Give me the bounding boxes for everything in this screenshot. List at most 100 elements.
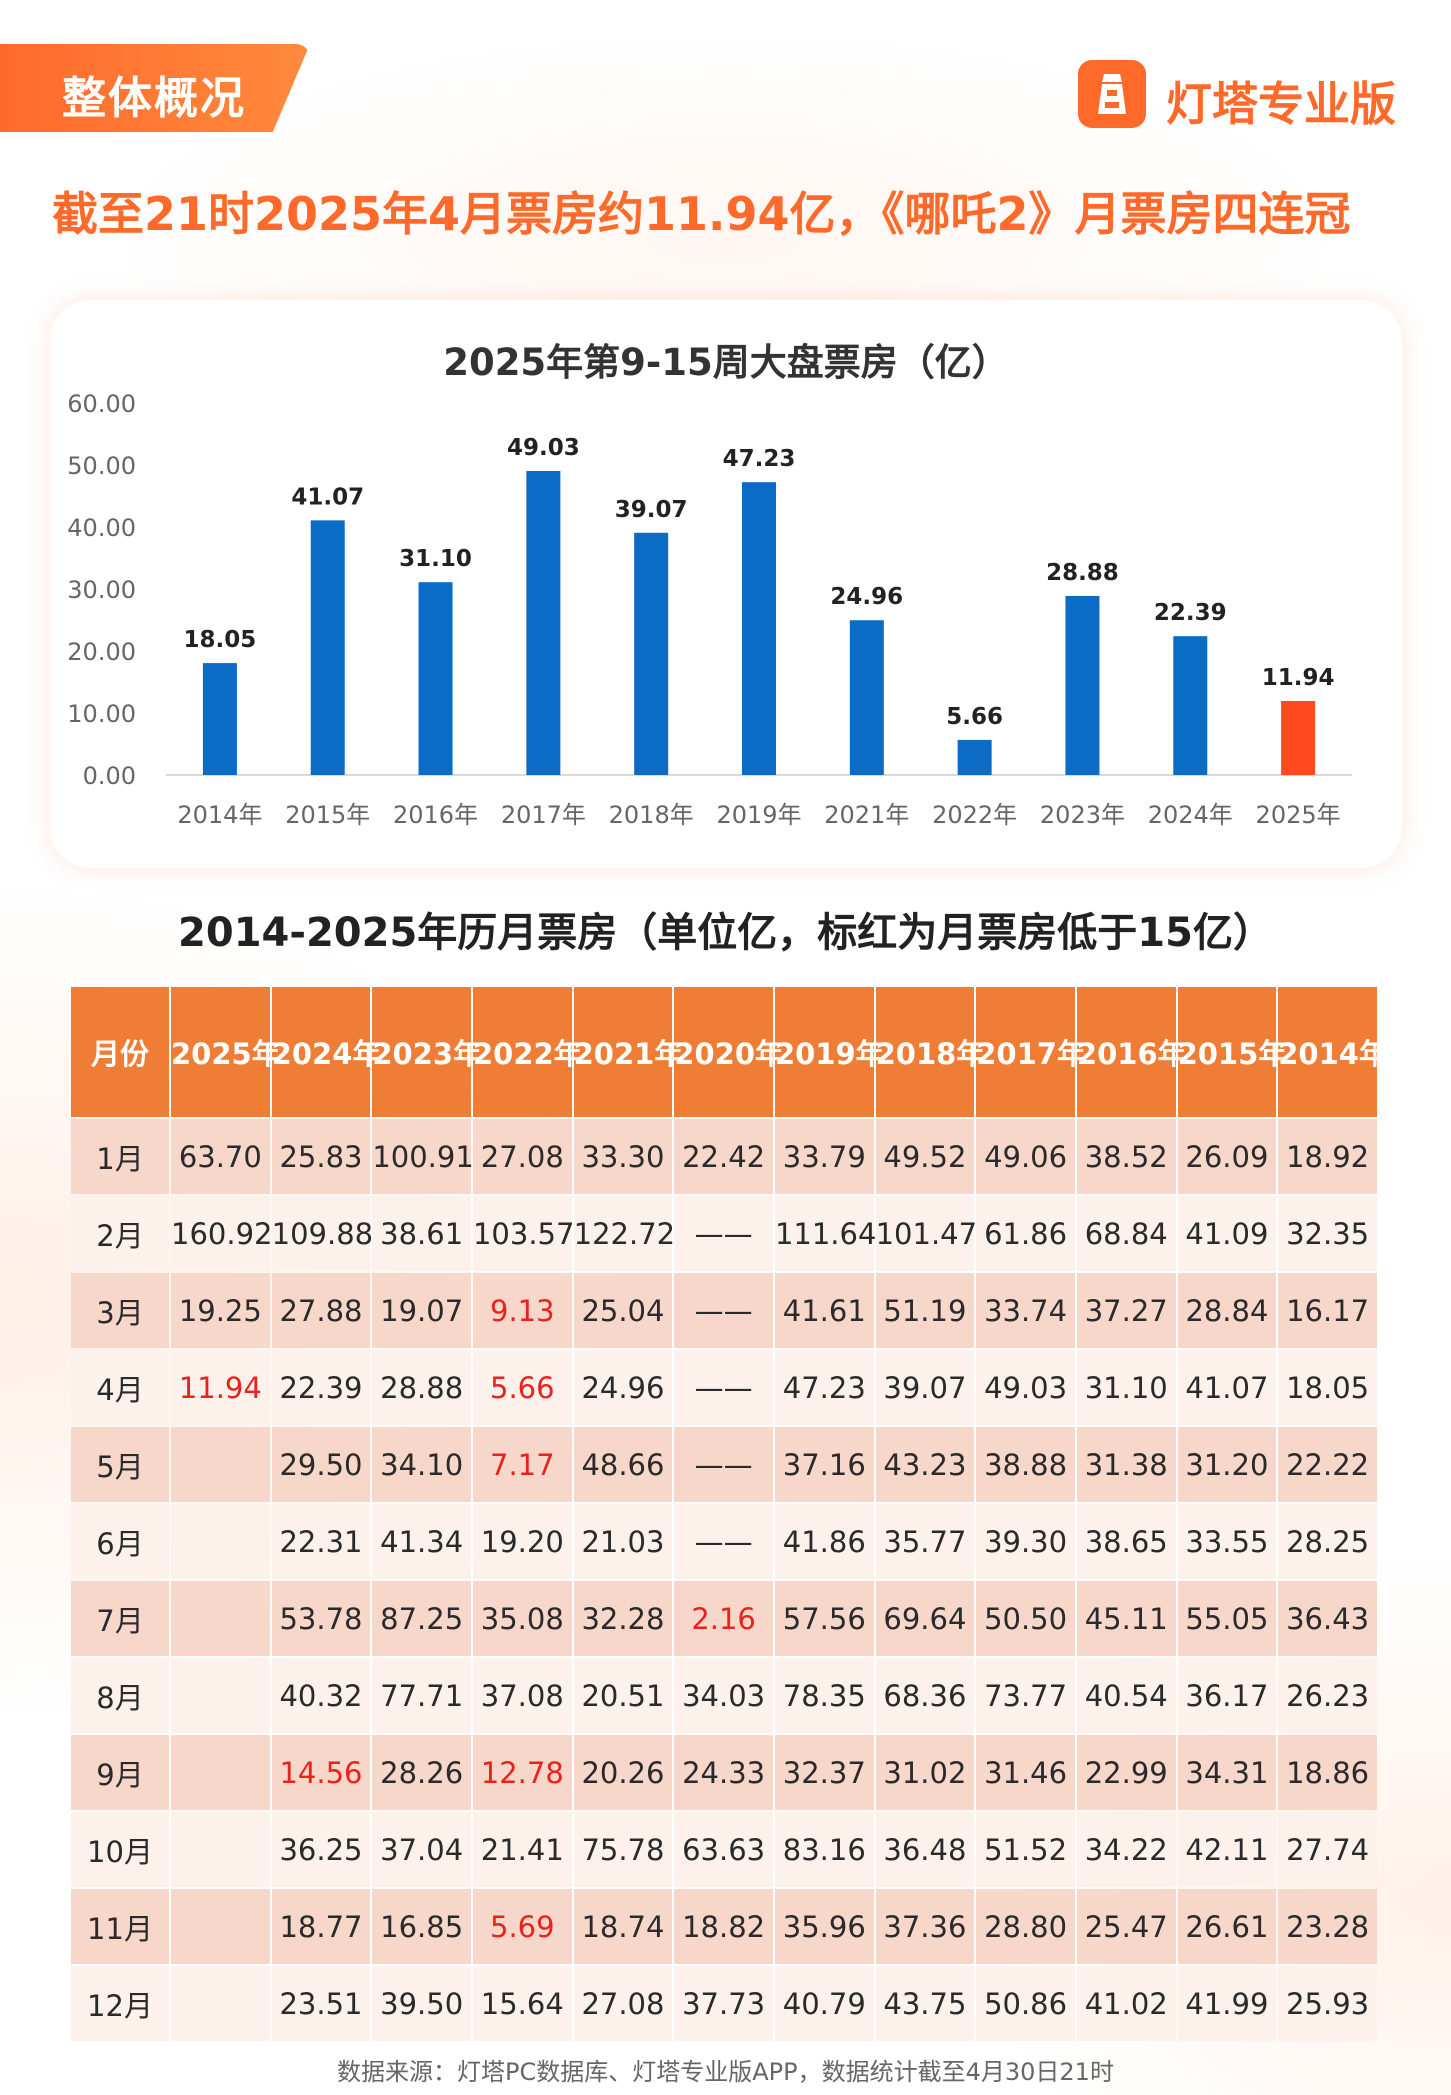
- column-header-year: 2015年: [1177, 987, 1287, 1117]
- bar-2023年: [1065, 595, 1100, 775]
- box-office-cell: 69.64: [875, 1581, 975, 1656]
- box-office-cell: 73.77: [976, 1658, 1075, 1733]
- box-office-cell: 45.11: [1076, 1581, 1176, 1656]
- box-office-cell: 38.88: [976, 1427, 1075, 1502]
- box-office-cell: 20.51: [573, 1658, 673, 1733]
- box-office-cell: 49.03: [976, 1350, 1075, 1425]
- box-office-cell: 25.83: [271, 1119, 371, 1194]
- box-office-cell: 63.70: [171, 1119, 270, 1194]
- column-header-year: 2025年: [171, 987, 281, 1117]
- box-office-cell: 32.35: [1278, 1196, 1377, 1271]
- box-office-cell: 103.57: [472, 1196, 574, 1271]
- monthly-box-office-table: 月份 2025年 2024年 2023年 2022年 2021年 2020年 2019年 201…: [69, 985, 1388, 2043]
- box-office-cell: 7.17: [472, 1427, 572, 1502]
- bar-chart: 2025年第9-15周大盘票房（亿） 0.00 10.00 20.00 30.00 40…: [67, 341, 1352, 829]
- box-office-cell: 38.61: [372, 1196, 471, 1271]
- bar-2017年: [526, 471, 561, 775]
- box-office-cell: 18.92: [1278, 1119, 1377, 1194]
- box-office-cell: 26.09: [1177, 1119, 1277, 1194]
- box-office-cell: 11.94: [171, 1350, 270, 1425]
- month-cell: 12月: [71, 1966, 169, 2041]
- box-office-cell: [171, 1504, 270, 1579]
- bar-2016年: [418, 582, 453, 775]
- brand: 灯塔专业版: [1078, 58, 1408, 131]
- box-office-cell: 19.25: [171, 1273, 270, 1348]
- box-office-cell: 28.25: [1278, 1504, 1377, 1579]
- box-office-cell: 33.79: [774, 1119, 874, 1194]
- table-row: 3月 19.25 27.88 19.07 9.13 25.04 —— 41.61 51.19 33…: [71, 1273, 1377, 1348]
- box-office-cell: ——: [674, 1196, 773, 1271]
- box-office-cell: 33.55: [1177, 1504, 1277, 1579]
- box-office-cell: 63.63: [674, 1812, 773, 1887]
- box-office-cell: 43.75: [875, 1966, 975, 2041]
- box-office-cell: 34.03: [674, 1658, 773, 1733]
- month-cell: 9月: [71, 1735, 169, 1810]
- month-cell: 8月: [71, 1658, 169, 1733]
- box-office-cell: 51.19: [875, 1273, 975, 1348]
- box-office-cell: 21.03: [573, 1504, 673, 1579]
- column-header-year: 2018年: [875, 987, 985, 1117]
- box-office-cell: [171, 1812, 270, 1887]
- table-row: 6月 22.31 41.34 19.20 21.03 —— 41.86 35.77 39.30 3…: [71, 1504, 1377, 1579]
- x-tick-label: 2018年: [609, 801, 694, 829]
- box-office-cell: 68.84: [1076, 1196, 1176, 1271]
- box-office-cell: 23.28: [1278, 1889, 1377, 1964]
- lighthouse-logo-icon: [1078, 60, 1146, 128]
- box-office-cell: 22.99: [1076, 1735, 1176, 1810]
- box-office-cell: 39.07: [875, 1350, 975, 1425]
- box-office-cell: 22.42: [674, 1119, 773, 1194]
- box-office-cell: 57.56: [774, 1581, 874, 1656]
- bar-2019年: [742, 482, 776, 775]
- y-tick-label: 0.00: [83, 762, 136, 790]
- section-label: 整体概况: [62, 73, 246, 124]
- column-header-year: 2020年: [674, 987, 784, 1117]
- table-row: 4月 11.94 22.39 28.88 5.66 24.96 —— 47.23 39.07 49…: [71, 1350, 1377, 1425]
- box-office-cell: 5.66: [472, 1350, 572, 1425]
- box-office-cell: 12.78: [472, 1735, 572, 1810]
- box-office-cell: 36.43: [1278, 1581, 1377, 1656]
- box-office-cell: ——: [674, 1504, 773, 1579]
- box-office-cell: 100.91: [372, 1119, 474, 1194]
- box-office-cell: 48.66: [573, 1427, 673, 1502]
- y-tick-label: 20.00: [67, 638, 136, 666]
- bar-value-label: 5.66: [946, 704, 1003, 730]
- box-office-cell: 61.86: [976, 1196, 1075, 1271]
- bars: 18.05 2014年 41.07 2015年 31.10 2016年 49.03 2017年…: [177, 435, 1340, 829]
- x-tick-label: 2015年: [285, 801, 370, 829]
- column-header-year: 2022年: [472, 987, 583, 1117]
- box-office-cell: 68.36: [875, 1658, 975, 1733]
- box-office-cell: 15.64: [472, 1966, 572, 2041]
- box-office-cell: 35.08: [472, 1581, 572, 1656]
- box-office-cell: 18.82: [674, 1889, 773, 1964]
- box-office-cell: 34.10: [372, 1427, 471, 1502]
- x-tick-label: 2025年: [1256, 801, 1341, 829]
- box-office-cell: 22.22: [1278, 1427, 1377, 1502]
- box-office-cell: ——: [674, 1427, 773, 1502]
- headline: 截至21时2025年4月票房约11.94亿，《哪吒2》月票房四连冠: [52, 187, 1351, 241]
- month-cell: 4月: [71, 1350, 169, 1425]
- y-tick-label: 40.00: [67, 514, 136, 542]
- box-office-cell: 37.73: [674, 1966, 773, 2041]
- box-office-cell: [171, 1966, 270, 2041]
- bar-2021年: [849, 620, 884, 775]
- box-office-cell: 27.88: [271, 1273, 371, 1348]
- x-tick-label: 2014年: [177, 801, 262, 829]
- bar-value-label: 18.05: [184, 627, 257, 653]
- box-office-cell: 40.79: [774, 1966, 874, 2041]
- table-row: 11月 18.77 16.85 5.69 18.74 18.82 35.96 37.36 28.…: [71, 1889, 1377, 1964]
- month-cell: 10月: [71, 1812, 169, 1887]
- box-office-cell: 34.31: [1177, 1735, 1277, 1810]
- box-office-cell: ——: [674, 1350, 773, 1425]
- month-cell: 3月: [71, 1273, 169, 1348]
- box-office-cell: 42.11: [1177, 1812, 1277, 1887]
- box-office-cell: 2.16: [674, 1581, 773, 1656]
- box-office-cell: [171, 1427, 270, 1502]
- box-office-cell: 160.92: [171, 1196, 272, 1271]
- month-cell: 11月: [71, 1889, 169, 1964]
- month-cell: 2月: [71, 1196, 169, 1271]
- bar-value-label: 22.39: [1154, 600, 1227, 626]
- box-office-cell: 41.99: [1177, 1966, 1277, 2041]
- box-office-cell: 32.28: [573, 1581, 673, 1656]
- column-header-year: 2023年: [372, 987, 482, 1117]
- month-cell: 1月: [71, 1119, 169, 1194]
